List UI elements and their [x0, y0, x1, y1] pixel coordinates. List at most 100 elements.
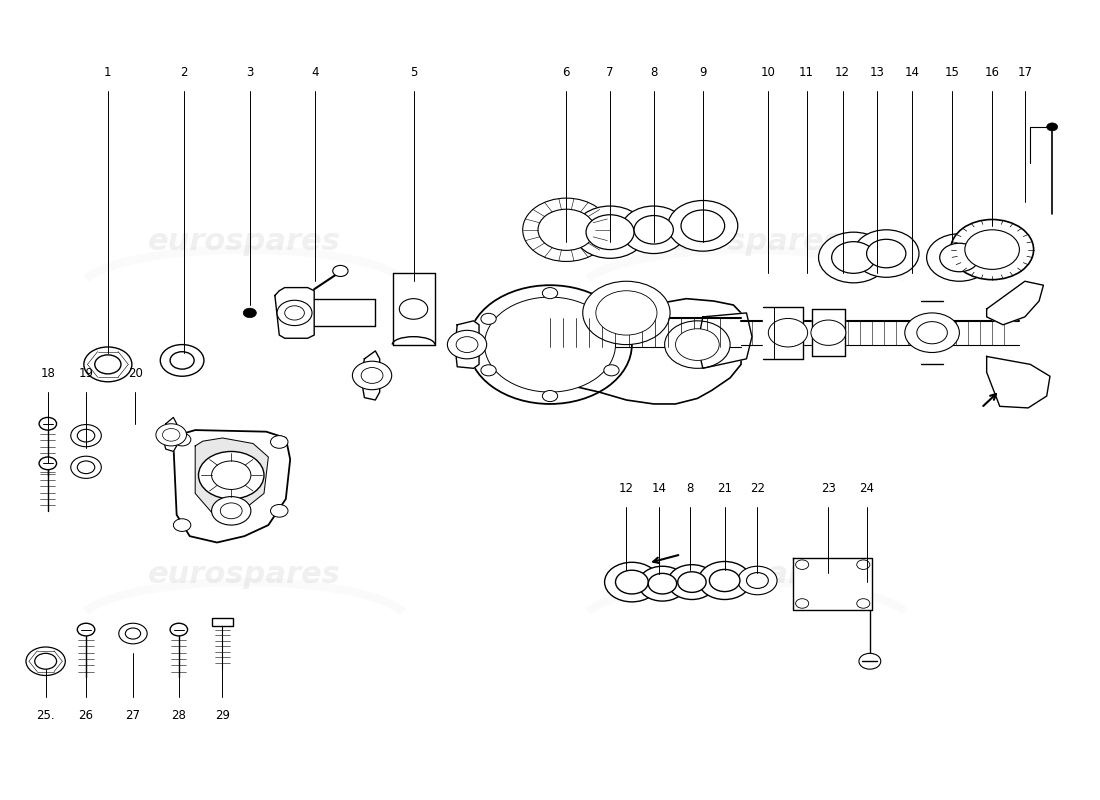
Circle shape — [648, 574, 676, 594]
Circle shape — [675, 329, 719, 361]
Text: 27: 27 — [125, 709, 141, 722]
Circle shape — [668, 565, 716, 599]
Polygon shape — [987, 357, 1050, 408]
Polygon shape — [393, 274, 436, 345]
Text: eurospares: eurospares — [650, 560, 843, 589]
Circle shape — [70, 456, 101, 478]
Text: 5: 5 — [410, 66, 417, 79]
Circle shape — [161, 345, 204, 376]
Circle shape — [285, 306, 305, 320]
Polygon shape — [763, 306, 803, 359]
Text: 21: 21 — [717, 482, 733, 495]
Text: 13: 13 — [870, 66, 884, 79]
Text: 23: 23 — [821, 482, 836, 495]
Text: 22: 22 — [750, 482, 764, 495]
Text: 19: 19 — [78, 367, 94, 380]
Text: 1: 1 — [104, 66, 111, 79]
Circle shape — [574, 206, 646, 258]
Circle shape — [604, 365, 619, 376]
Circle shape — [542, 390, 558, 402]
Circle shape — [950, 219, 1034, 280]
Circle shape — [170, 352, 194, 369]
Circle shape — [40, 418, 56, 430]
Circle shape — [84, 347, 132, 382]
Polygon shape — [539, 298, 741, 404]
Circle shape — [747, 573, 768, 589]
Circle shape — [119, 623, 147, 644]
Polygon shape — [174, 430, 290, 542]
Circle shape — [277, 300, 312, 326]
Circle shape — [698, 562, 751, 599]
Polygon shape — [455, 321, 478, 368]
Circle shape — [125, 628, 141, 639]
Text: 12: 12 — [835, 66, 850, 79]
Text: 3: 3 — [246, 66, 253, 79]
Text: 4: 4 — [311, 66, 319, 79]
Text: 6: 6 — [562, 66, 570, 79]
Circle shape — [484, 297, 616, 392]
Text: 29: 29 — [214, 709, 230, 722]
Circle shape — [243, 308, 256, 318]
Circle shape — [854, 230, 918, 278]
Circle shape — [211, 497, 251, 525]
Circle shape — [616, 570, 648, 594]
Polygon shape — [195, 438, 268, 514]
Circle shape — [271, 436, 288, 448]
Circle shape — [583, 282, 670, 345]
Text: 14: 14 — [651, 482, 667, 495]
Text: 28: 28 — [172, 709, 186, 722]
Circle shape — [456, 337, 478, 353]
Circle shape — [271, 505, 288, 517]
Circle shape — [668, 201, 738, 251]
Circle shape — [198, 451, 264, 499]
Circle shape — [916, 322, 947, 344]
Text: 25.: 25. — [36, 709, 55, 722]
Circle shape — [448, 330, 486, 359]
Polygon shape — [163, 418, 177, 451]
Circle shape — [40, 457, 56, 470]
Circle shape — [905, 313, 959, 353]
Circle shape — [77, 430, 95, 442]
Circle shape — [361, 367, 383, 383]
Circle shape — [638, 566, 686, 601]
Polygon shape — [315, 299, 375, 326]
Circle shape — [795, 598, 808, 608]
Text: 7: 7 — [606, 66, 614, 79]
Circle shape — [596, 290, 657, 335]
Text: 18: 18 — [41, 367, 55, 380]
Text: 11: 11 — [799, 66, 814, 79]
Polygon shape — [812, 309, 845, 357]
Circle shape — [738, 566, 777, 594]
Polygon shape — [697, 313, 752, 368]
Circle shape — [77, 461, 95, 474]
Circle shape — [399, 298, 428, 319]
Polygon shape — [793, 558, 872, 610]
Polygon shape — [211, 618, 233, 626]
Circle shape — [818, 232, 889, 283]
Circle shape — [352, 362, 392, 390]
Circle shape — [926, 234, 992, 282]
Circle shape — [795, 560, 808, 570]
Text: 8: 8 — [686, 482, 693, 495]
Circle shape — [811, 320, 846, 346]
Circle shape — [220, 503, 242, 518]
Text: eurospares: eurospares — [148, 560, 341, 589]
Circle shape — [939, 243, 979, 272]
Circle shape — [664, 321, 730, 368]
Circle shape — [710, 570, 740, 591]
Circle shape — [95, 355, 121, 374]
Polygon shape — [987, 282, 1044, 325]
Circle shape — [35, 654, 56, 669]
Circle shape — [867, 239, 906, 268]
Circle shape — [857, 560, 870, 570]
Circle shape — [174, 518, 190, 531]
Text: eurospares: eurospares — [650, 227, 843, 256]
Text: 14: 14 — [905, 66, 920, 79]
Text: 9: 9 — [700, 66, 706, 79]
Circle shape — [333, 266, 348, 277]
Circle shape — [469, 286, 631, 404]
Circle shape — [604, 314, 619, 324]
Circle shape — [768, 318, 807, 347]
Circle shape — [70, 425, 101, 446]
Circle shape — [621, 206, 686, 254]
